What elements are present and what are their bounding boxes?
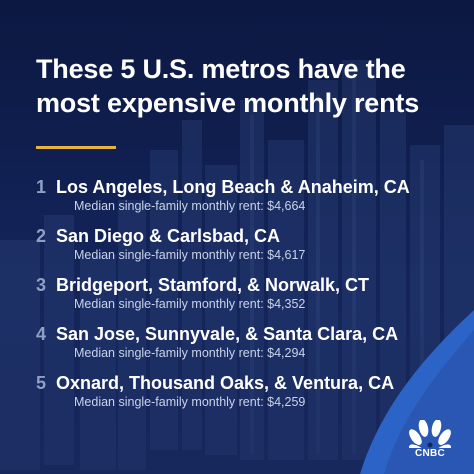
list-item: 1 Los Angeles, Long Beach & Anaheim, CA … <box>36 176 456 225</box>
rank-number: 4 <box>36 324 47 344</box>
metro-name: Los Angeles, Long Beach & Anaheim, CA <box>56 177 410 197</box>
peacock-icon <box>408 419 452 457</box>
metro-name: San Diego & Carlsbad, CA <box>56 226 281 246</box>
rank-number: 1 <box>36 177 47 197</box>
list-item: 3 Bridgeport, Stamford, & Norwalk, CT Me… <box>36 274 456 323</box>
metro-list: 1 Los Angeles, Long Beach & Anaheim, CA … <box>36 176 456 421</box>
metro-name: San Jose, Sunnyvale, & Santa Clara, CA <box>56 324 399 344</box>
rank-number: 2 <box>36 226 47 246</box>
list-item: 2 San Diego & Carlsbad, CA Median single… <box>36 225 456 274</box>
rent-label: Median single-family monthly rent: $4,25… <box>74 395 306 409</box>
rent-label: Median single-family monthly rent: $4,61… <box>74 248 306 262</box>
logo-wordmark: CNBC <box>414 448 446 459</box>
rank-number: 3 <box>36 275 47 295</box>
rent-label: Median single-family monthly rent: $4,29… <box>74 346 306 360</box>
rent-label: Median single-family monthly rent: $4,66… <box>74 199 306 213</box>
page-title: These 5 U.S. metros have the most expens… <box>36 54 420 118</box>
cnbc-logo: CNBC <box>406 419 454 460</box>
rent-label: Median single-family monthly rent: $4,35… <box>74 297 306 311</box>
metro-name: Oxnard, Thousand Oaks, & Ventura, CA <box>56 373 395 393</box>
list-item: 4 San Jose, Sunnyvale, & Santa Clara, CA… <box>36 323 456 372</box>
accent-rule <box>36 146 116 149</box>
metro-name: Bridgeport, Stamford, & Norwalk, CT <box>56 275 370 295</box>
list-item: 5 Oxnard, Thousand Oaks, & Ventura, CA M… <box>36 372 456 421</box>
rank-number: 5 <box>36 373 47 393</box>
